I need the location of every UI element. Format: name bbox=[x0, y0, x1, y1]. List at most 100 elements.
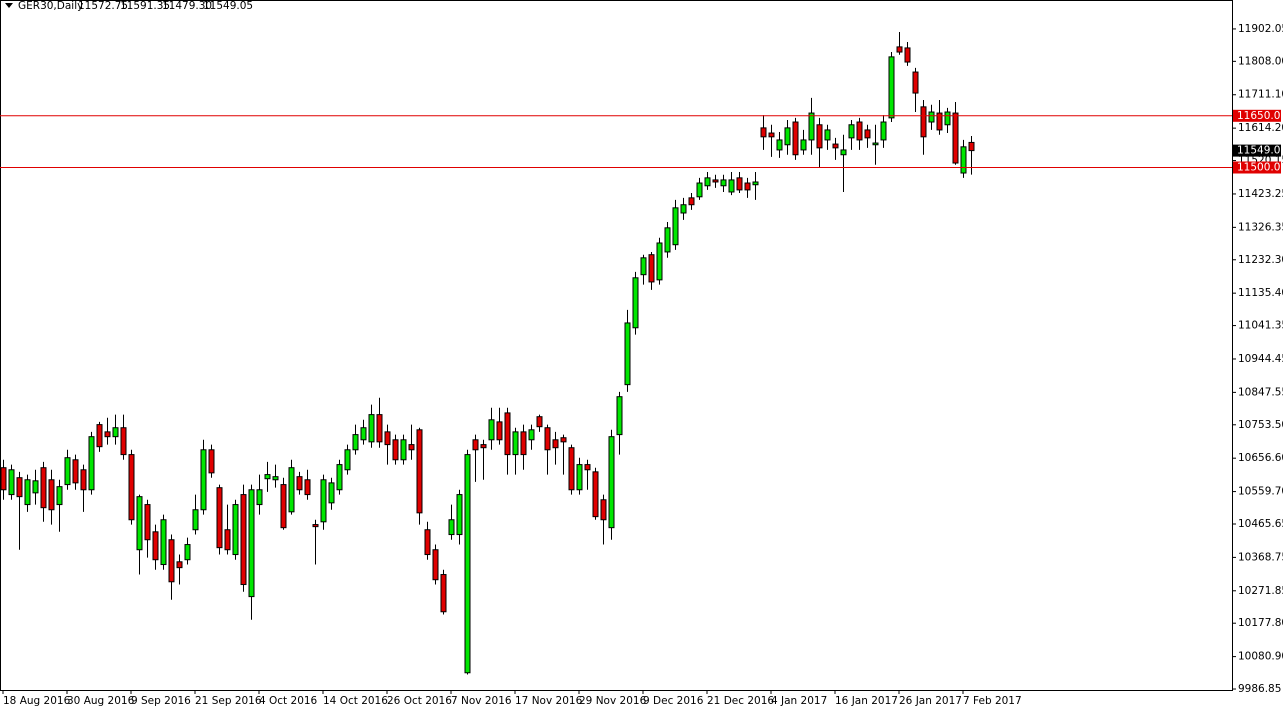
level-label: 11500.00 bbox=[1237, 162, 1283, 174]
candle-body bbox=[752, 181, 759, 186]
y-tick-label: 11135.40 bbox=[1238, 287, 1283, 299]
candle-body bbox=[536, 416, 543, 428]
candle-body bbox=[120, 427, 127, 456]
candle-body bbox=[696, 182, 703, 198]
y-tick-label: 11423.25 bbox=[1238, 188, 1283, 200]
candle-body bbox=[584, 464, 591, 471]
candle-body bbox=[472, 439, 479, 451]
candle-body bbox=[416, 429, 423, 514]
candle-body bbox=[368, 414, 375, 443]
candle-body bbox=[216, 487, 223, 549]
candle-body bbox=[96, 424, 103, 448]
candle-body bbox=[912, 71, 919, 94]
candle-body bbox=[544, 427, 551, 451]
candle-body bbox=[944, 111, 951, 126]
candle-body bbox=[632, 277, 639, 329]
candle-body bbox=[888, 56, 895, 119]
candle-body bbox=[568, 447, 575, 491]
y-tick-label: 11711.10 bbox=[1238, 89, 1283, 101]
y-tick-label: 11902.05 bbox=[1238, 23, 1283, 35]
y-tick-label: 10271.85 bbox=[1238, 585, 1283, 597]
candle-body bbox=[160, 519, 167, 566]
y-tick-label: 11326.35 bbox=[1238, 221, 1283, 233]
x-tick-label: 21 Sep 2016 bbox=[195, 695, 262, 707]
y-tick-label: 10465.65 bbox=[1238, 518, 1283, 530]
candle-body bbox=[56, 486, 63, 506]
y-tick-label: 10368.75 bbox=[1238, 551, 1283, 563]
candle-body bbox=[904, 47, 911, 63]
candle-body bbox=[136, 496, 143, 551]
candle-body bbox=[184, 544, 191, 561]
candle-body bbox=[896, 46, 903, 53]
candle-body bbox=[920, 106, 927, 138]
y-tick-label: 10177.80 bbox=[1238, 617, 1283, 629]
candle-body bbox=[848, 124, 855, 139]
candle-body bbox=[736, 177, 743, 191]
candle-body bbox=[496, 421, 503, 441]
candle-body bbox=[688, 197, 695, 206]
x-tick-label: 18 Aug 2016 bbox=[3, 695, 71, 707]
candle-body bbox=[432, 549, 439, 581]
x-tick-label: 16 Jan 2017 bbox=[835, 695, 898, 707]
candle-body bbox=[648, 254, 655, 283]
candle-body bbox=[936, 112, 943, 131]
candle-body bbox=[256, 489, 263, 506]
candle-body bbox=[272, 476, 279, 481]
y-tick-label: 10559.70 bbox=[1238, 486, 1283, 498]
candle-body bbox=[40, 467, 47, 509]
x-tick-label: 9 Dec 2016 bbox=[643, 695, 704, 707]
candle-body bbox=[656, 242, 663, 281]
level-label: 11650.00 bbox=[1237, 110, 1283, 122]
header-high: 11591.35 bbox=[120, 0, 170, 12]
y-tick-label: 11808.00 bbox=[1238, 55, 1283, 67]
candle-body bbox=[224, 529, 231, 551]
menu-arrow bbox=[5, 3, 13, 8]
candle-body bbox=[208, 449, 215, 474]
price-label: 11549.05 bbox=[1237, 145, 1283, 157]
candle-body bbox=[720, 179, 727, 187]
candle-body bbox=[408, 444, 415, 451]
candle-body bbox=[616, 396, 623, 436]
candle-body bbox=[320, 479, 327, 523]
candle-body bbox=[672, 207, 679, 246]
x-tick-label: 17 Nov 2016 bbox=[515, 695, 583, 707]
x-tick-label: 4 Jan 2017 bbox=[771, 695, 827, 707]
candle-body bbox=[64, 457, 71, 486]
candle-body bbox=[72, 459, 79, 484]
candle-body bbox=[384, 431, 391, 446]
candle-body bbox=[512, 431, 519, 456]
x-tick-label: 26 Oct 2016 bbox=[387, 695, 452, 707]
candle-body bbox=[576, 464, 583, 491]
y-tick-label: 11614.20 bbox=[1238, 122, 1283, 134]
y-tick-label: 9986.85 bbox=[1238, 683, 1281, 695]
x-tick-label: 21 Dec 2016 bbox=[707, 695, 774, 707]
candle-body bbox=[480, 444, 487, 449]
candle-body bbox=[816, 124, 823, 149]
candle-body bbox=[200, 449, 207, 511]
candle-body bbox=[776, 139, 783, 151]
candle-body bbox=[232, 504, 239, 556]
level-tag bbox=[1233, 161, 1281, 174]
candle-body bbox=[552, 439, 559, 449]
y-tick-label: 10847.55 bbox=[1238, 386, 1283, 398]
candle-body bbox=[264, 474, 271, 480]
candle-body bbox=[744, 182, 751, 191]
candle-body bbox=[704, 177, 711, 187]
plot-frame bbox=[0, 0, 1233, 691]
y-tick-label: 10944.45 bbox=[1238, 353, 1283, 365]
candle-body bbox=[560, 437, 567, 443]
x-tick-label: 4 Oct 2016 bbox=[259, 695, 318, 707]
candle-body bbox=[792, 121, 799, 156]
x-tick-label: 26 Jan 2017 bbox=[899, 695, 962, 707]
candle-body bbox=[768, 132, 775, 138]
candle-body bbox=[248, 489, 255, 598]
candle-body bbox=[488, 419, 495, 441]
candle-body bbox=[392, 439, 399, 461]
x-tick-label: 30 Aug 2016 bbox=[67, 695, 135, 707]
candle-body bbox=[152, 531, 159, 561]
candle-body bbox=[424, 529, 431, 556]
candle-body bbox=[296, 476, 303, 491]
candle-body bbox=[968, 141, 975, 152]
candle-body bbox=[712, 179, 719, 183]
